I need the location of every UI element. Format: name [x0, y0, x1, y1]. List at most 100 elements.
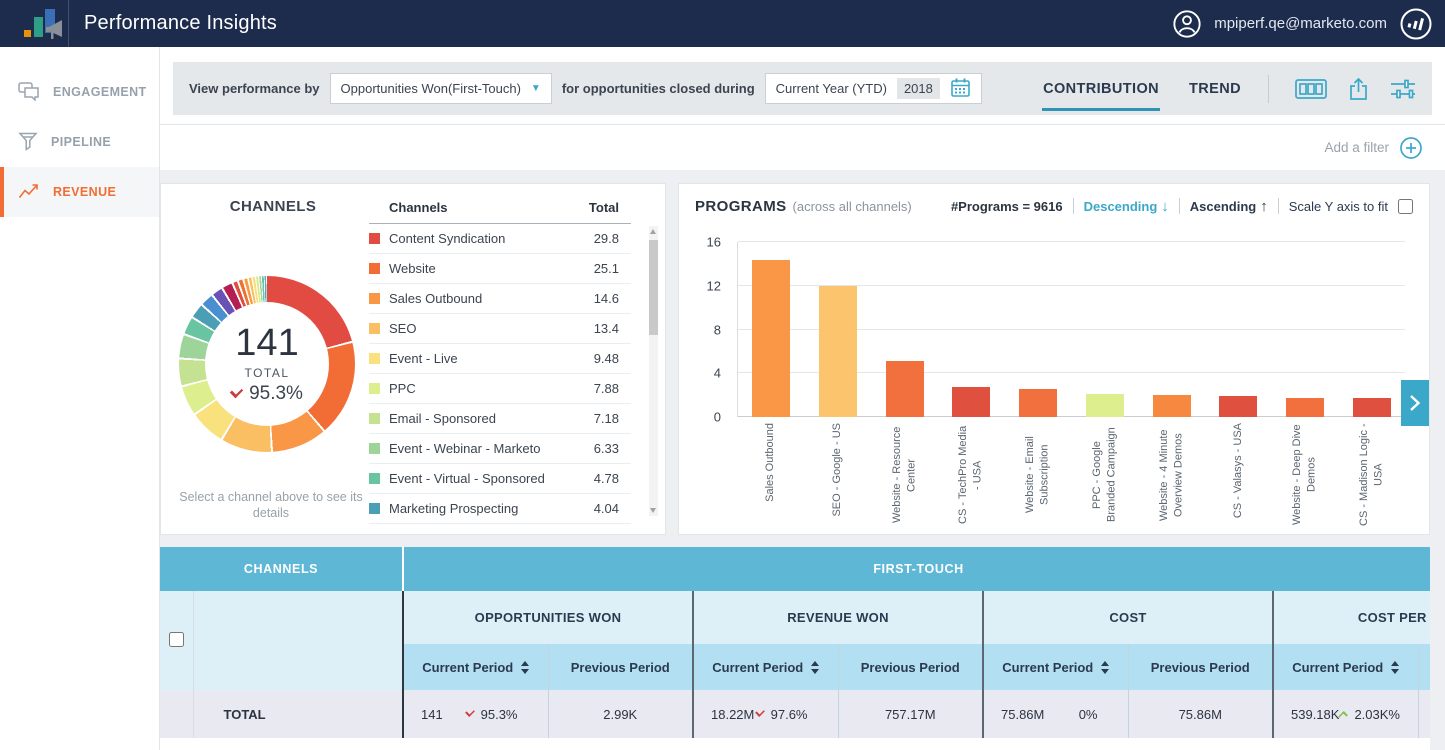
x-axis-label-slot: CS - Valasys - USA [1205, 423, 1272, 527]
program-bar[interactable] [1286, 398, 1324, 417]
select-all-checkbox[interactable] [169, 632, 184, 647]
channel-total: 13.4 [594, 321, 619, 336]
programs-bars [738, 242, 1405, 417]
funnel-icon [18, 131, 38, 154]
sidebar-item-pipeline[interactable]: PIPELINE [0, 117, 159, 167]
sidebar-item-label: ENGAGEMENT [53, 85, 147, 99]
col-current-period[interactable]: Current Period [983, 644, 1128, 690]
channel-total: 25.1 [594, 261, 619, 276]
x-axis-label-slot: Website - 4 Minute Overview Demos [1138, 423, 1205, 527]
export-icon[interactable] [1347, 77, 1370, 101]
program-bar[interactable] [886, 361, 924, 417]
channel-color-swatch [369, 233, 380, 244]
settings-sliders-icon[interactable] [1390, 78, 1416, 100]
change-down-icon [230, 385, 243, 398]
x-axis-label-slot: Sales Outbound [737, 423, 804, 527]
y-axis-tick-label: 0 [714, 410, 721, 425]
channel-list-item[interactable]: Event - Live9.48 [369, 344, 631, 374]
sort-descending-link[interactable]: Descending ↓ [1084, 198, 1169, 215]
cards-view-icon[interactable] [1295, 79, 1327, 99]
user-avatar-icon[interactable] [1172, 9, 1202, 39]
col-current-period[interactable]: Current Period [693, 644, 838, 690]
bar-slot [1138, 242, 1205, 417]
table-row-next [160, 738, 1430, 748]
channel-list-item[interactable]: Sales Outbound14.6 [369, 284, 631, 314]
period-select[interactable]: Current Year (YTD) 2018 [765, 73, 982, 104]
x-axis-label-slot: SEO - Google - US [804, 423, 871, 527]
scrollbar-thumb[interactable] [649, 240, 658, 335]
col-current-period[interactable]: Current Period [1273, 644, 1418, 690]
program-bar[interactable] [819, 286, 857, 417]
channel-name: Event - Live [389, 351, 594, 366]
program-bar[interactable] [1219, 396, 1257, 417]
header-divider [68, 0, 69, 47]
programs-header: PROGRAMS (across all channels) #Programs… [679, 184, 1429, 228]
group-opportunities-won: OPPORTUNITIES WON [403, 591, 693, 644]
add-filter-button[interactable] [1399, 136, 1423, 160]
channel-color-swatch [369, 353, 380, 364]
program-bar[interactable] [1353, 398, 1391, 417]
program-bar-label: Website - Deep Dive Demos [1290, 423, 1319, 527]
sidebar-item-engagement[interactable]: ENGAGEMENT [0, 67, 159, 117]
channel-name: SEO [389, 321, 594, 336]
user-email[interactable]: mpiperf.qe@marketo.com [1214, 15, 1387, 32]
channel-list-item[interactable]: Website25.1 [369, 254, 631, 284]
channels-hint: Select a channel above to see its detail… [165, 489, 377, 522]
program-bar[interactable] [752, 260, 790, 418]
tab-contribution[interactable]: CONTRIBUTION [1042, 66, 1160, 111]
col-current-period[interactable]: Current Period [403, 644, 548, 690]
app-title: Performance Insights [84, 12, 277, 35]
table-first-touch-header: FIRST-TOUCH [403, 547, 1430, 591]
donut-total-label: TOTAL [244, 366, 289, 380]
channel-list-item[interactable]: Marketing Prospecting4.04 [369, 494, 631, 524]
bar-slot [1005, 242, 1072, 417]
x-axis-label-slot: CS - Madison Logic - USA [1338, 423, 1405, 527]
program-bar[interactable] [1019, 389, 1057, 417]
programs-panel: PROGRAMS (across all channels) #Programs… [678, 183, 1430, 535]
program-bar-label: CS - Madison Logic - USA [1357, 423, 1386, 527]
marketo-logo-icon[interactable] [1399, 7, 1433, 41]
channel-list-item[interactable]: Content Syndication29.8 [369, 224, 631, 254]
scroll-down-icon[interactable] [650, 508, 656, 513]
total-column-header: Total [589, 200, 619, 215]
bar-slot [938, 242, 1005, 417]
col-previous-period: Previous Period [838, 644, 983, 690]
channel-list-item[interactable]: PPC7.88 [369, 374, 631, 404]
sidebar-item-revenue[interactable]: REVENUE [0, 167, 159, 217]
calendar-icon [950, 77, 971, 101]
channel-list-item[interactable]: SEO13.4 [369, 314, 631, 344]
app-header: Performance Insights mpiperf.qe@marketo.… [0, 0, 1445, 47]
program-bar[interactable] [952, 387, 990, 417]
scale-y-axis-checkbox[interactable] [1398, 199, 1413, 214]
view-performance-select[interactable]: Opportunities Won(First-Touch) ▼ [330, 73, 552, 104]
sort-icon[interactable] [811, 661, 819, 674]
tab-trend[interactable]: TREND [1188, 66, 1242, 111]
channel-color-swatch [369, 443, 380, 454]
channel-color-swatch [369, 323, 380, 334]
scroll-up-icon[interactable] [650, 229, 656, 234]
col-previous-period: Previous Period [1418, 644, 1430, 690]
channel-list-item[interactable]: Event - Webinar - Marketo6.33 [369, 434, 631, 464]
next-page-button[interactable] [1401, 380, 1429, 426]
channel-list-scrollbar[interactable] [649, 226, 658, 516]
programs-plot [737, 242, 1405, 417]
channel-list-item[interactable]: Event - Virtual - Sponsored4.78 [369, 464, 631, 494]
channel-total: 7.18 [594, 411, 619, 426]
y-axis-tick-label: 8 [714, 322, 721, 337]
total-revenue-won-previous: 757.17M [838, 690, 983, 738]
programs-subtitle: (across all channels) [793, 199, 912, 214]
program-bar[interactable] [1153, 395, 1191, 417]
table-row-total[interactable]: TOTAL 141 95.3% 2.99K 18.22M 97.6% 757.1… [160, 690, 1430, 738]
sort-icon[interactable] [1101, 661, 1109, 674]
channel-list-item[interactable]: Email - Sponsored7.18 [369, 404, 631, 434]
y-axis-tick-label: 4 [714, 366, 721, 381]
bar-slot [1205, 242, 1272, 417]
table-channels-header: CHANNELS [160, 547, 403, 591]
sort-icon[interactable] [521, 661, 529, 674]
bar-slot [871, 242, 938, 417]
program-bar-label: Sales Outbound [763, 423, 777, 502]
y-axis-tick-label: 12 [707, 278, 721, 293]
sort-icon[interactable] [1391, 661, 1399, 674]
sort-ascending-link[interactable]: Ascending ↑ [1190, 198, 1268, 215]
program-bar[interactable] [1086, 394, 1124, 417]
